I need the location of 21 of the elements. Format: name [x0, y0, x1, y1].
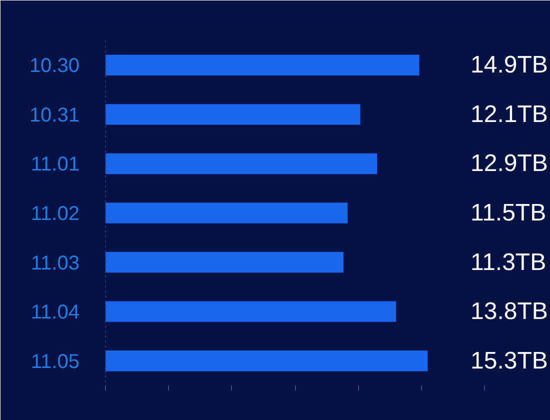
- y-tick-label: 11.03: [30, 252, 80, 274]
- y-tick-label: 11.02: [30, 203, 80, 225]
- bar: [106, 202, 348, 224]
- data-label: 13.8TB: [470, 298, 548, 326]
- y-tick-label: 11.01: [30, 154, 80, 176]
- y-tick-label: 10.30: [29, 55, 80, 78]
- data-label: 12.1TB: [470, 100, 548, 128]
- y-tick-label: 10.31: [29, 104, 80, 126]
- bar: [106, 252, 344, 273]
- bar: [106, 153, 378, 174]
- y-tick-label: 11.05: [30, 350, 80, 373]
- bar: [106, 350, 428, 372]
- bar: [106, 104, 360, 125]
- bar: [106, 301, 396, 322]
- data-label: 11.5TB: [470, 200, 546, 226]
- data-label: 11.3TB: [470, 248, 546, 276]
- data-label: 14.9TB: [470, 52, 548, 79]
- data-label: 12.9TB: [470, 150, 548, 178]
- data-label: 15.3TB: [470, 347, 548, 374]
- bar: [106, 54, 420, 76]
- y-tick-label: 11.04: [30, 302, 80, 324]
